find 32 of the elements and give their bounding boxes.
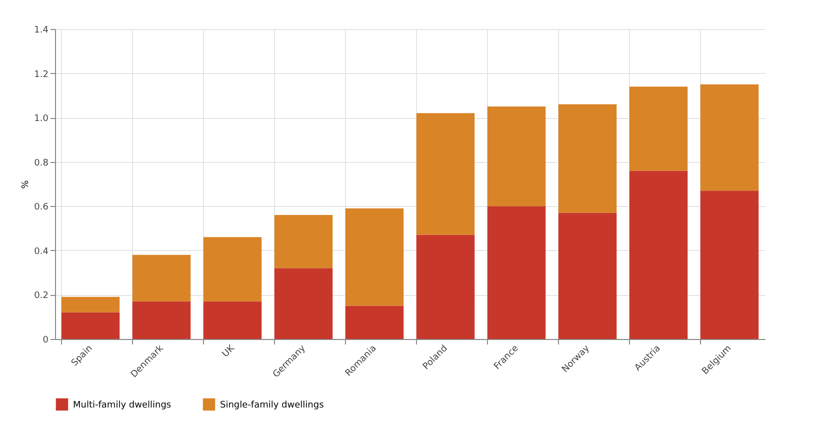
bar — [345, 208, 404, 306]
bar — [61, 312, 120, 339]
y-tick-label: 0.2 — [34, 291, 48, 302]
y-tick-label: 0.4 — [34, 246, 49, 257]
y-tick-label: 0.8 — [34, 158, 49, 168]
y-tick-label: 1.0 — [34, 114, 49, 124]
bar — [274, 268, 333, 339]
bar — [558, 212, 617, 339]
y-tick-label: 1.4 — [34, 26, 49, 36]
legend-label: Single-family dwellings — [220, 400, 324, 410]
bar — [416, 113, 475, 235]
bar — [487, 206, 546, 339]
bar — [700, 190, 759, 339]
bar — [700, 84, 759, 191]
bar — [416, 234, 475, 339]
bar — [132, 301, 191, 339]
bar — [629, 170, 688, 339]
bar — [274, 215, 333, 268]
bar — [61, 296, 120, 312]
bar — [558, 104, 617, 213]
legend-label: Multi-family dwellings — [73, 400, 172, 410]
bar — [203, 237, 262, 302]
y-axis-title: % — [21, 180, 32, 189]
y-tick-label: 0 — [42, 336, 49, 346]
bar — [629, 86, 688, 171]
bar — [345, 306, 404, 339]
bar — [132, 254, 191, 302]
y-tick-label: 0.6 — [34, 202, 49, 213]
bar — [487, 106, 546, 206]
y-tick-label: 1.2 — [34, 70, 48, 80]
x-tick-label: UK — [220, 342, 238, 360]
bar — [203, 301, 262, 339]
